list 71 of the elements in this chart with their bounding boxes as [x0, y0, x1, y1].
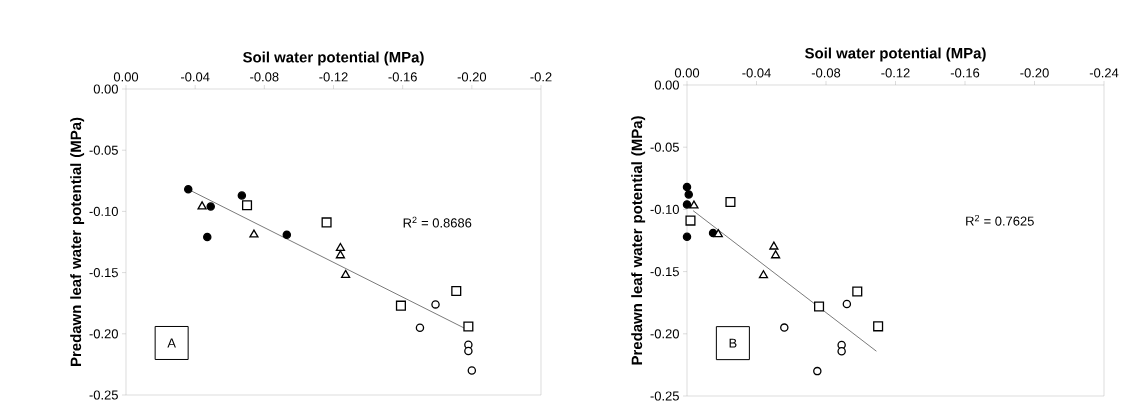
annotation: R$^{2}$ = 0.7625	[966, 214, 1034, 226]
point	[249, 229, 259, 238]
y-tick-label: 0.00	[654, 80, 679, 90]
x-tick-label: -0.16	[388, 72, 417, 82]
x-tick-label: -0.20	[1020, 68, 1049, 78]
annotation: A	[167, 338, 176, 348]
point	[713, 229, 723, 238]
x-tick-label: 0.00	[113, 72, 139, 82]
x-tick-label: -0.16	[950, 68, 980, 78]
x-tick-label: -0.08	[811, 68, 841, 78]
point	[237, 191, 247, 200]
x-tick-label: -0.08	[250, 72, 279, 82]
y-tick-label: -0.25	[89, 390, 118, 400]
point	[689, 200, 699, 209]
x-axis-title: Soil water potential (MPa)	[805, 47, 986, 62]
y-axis-title: Predawn leaf water potential (MPa)	[631, 116, 646, 365]
point	[464, 346, 473, 356]
y-tick-label: -0.05	[89, 145, 118, 155]
x-tick-label: -0.20	[457, 72, 487, 82]
point	[682, 232, 692, 242]
x-tick-label: -0.04	[180, 72, 210, 82]
point	[321, 217, 332, 228]
point	[451, 285, 462, 297]
point	[685, 215, 696, 226]
point	[241, 200, 253, 211]
point	[873, 321, 884, 332]
x-axis-title: Soil water potential (MPa)	[243, 51, 424, 66]
y-tick-label: -0.20	[89, 329, 118, 339]
point	[684, 190, 693, 199]
y-tick-label: -0.25	[650, 391, 679, 401]
x-tick-label: -0.24	[1089, 68, 1119, 78]
point	[463, 321, 474, 332]
point	[335, 250, 346, 259]
point	[415, 323, 425, 332]
point	[682, 200, 692, 209]
x-tick-label: -0.12	[319, 72, 348, 82]
point	[842, 299, 852, 309]
y-tick-label: -0.10	[650, 204, 679, 214]
point	[813, 366, 822, 376]
point	[431, 300, 440, 309]
y-tick-label: -0.15	[650, 267, 679, 277]
point	[852, 286, 863, 297]
x-tick-label: 0.00	[674, 68, 700, 78]
point	[814, 301, 825, 312]
point	[335, 242, 346, 252]
y-tick-label: -0.20	[650, 329, 679, 339]
x-tick-label: -0.2	[530, 72, 552, 82]
point	[758, 270, 769, 279]
y-tick-label: -0.05	[650, 142, 679, 152]
point	[467, 366, 477, 375]
x-tick-label: -0.04	[742, 68, 771, 78]
point	[183, 185, 193, 194]
y-tick-label: -0.15	[89, 268, 118, 278]
point	[780, 323, 789, 332]
y-tick-label: 0.00	[93, 84, 118, 94]
point	[197, 201, 207, 210]
point	[282, 230, 292, 239]
annotation: B	[729, 338, 737, 348]
point	[206, 202, 215, 211]
point	[837, 346, 846, 356]
x-tick-label: -0.12	[881, 68, 910, 78]
point	[769, 241, 779, 250]
point	[203, 232, 212, 242]
y-axis-title: Predawn leaf water potential (MPa)	[70, 117, 85, 366]
point	[340, 269, 351, 278]
point	[395, 300, 406, 311]
point	[770, 250, 781, 259]
point	[725, 196, 736, 207]
point	[682, 182, 692, 192]
y-tick-label: -0.10	[89, 206, 118, 216]
annotation: R$^{2}$ = 0.8686	[403, 216, 472, 228]
